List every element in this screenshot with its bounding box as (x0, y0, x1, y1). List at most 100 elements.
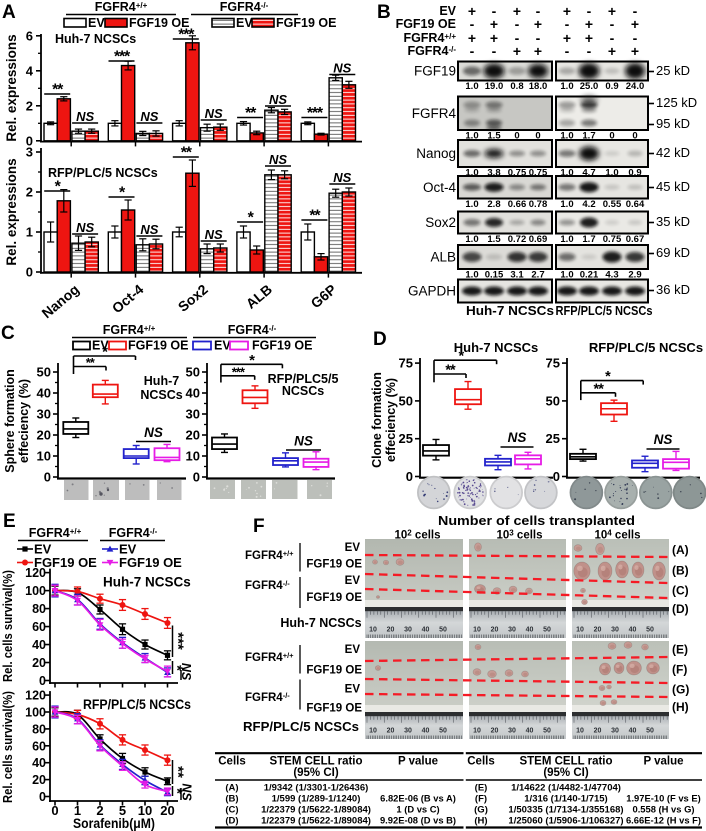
svg-text:Sox2: Sox2 (175, 281, 211, 315)
svg-text:+: + (468, 30, 476, 46)
svg-text:Cells: Cells (218, 756, 246, 768)
svg-text:2.8: 2.8 (487, 199, 500, 210)
svg-text:120: 120 (25, 566, 46, 580)
svg-text:1.0: 1.0 (560, 234, 573, 245)
svg-text:NS: NS (269, 152, 287, 167)
svg-text:30: 30 (611, 627, 619, 634)
svg-text:FGF19 OE: FGF19 OE (306, 665, 362, 677)
svg-text:20: 20 (594, 627, 602, 634)
svg-text:0: 0 (39, 674, 46, 688)
svg-text:1/599 (1/289-1/1240): 1/599 (1/289-1/1240) (272, 794, 361, 805)
svg-text:20: 20 (491, 728, 499, 735)
svg-text:-: - (515, 16, 520, 32)
svg-text:100: 100 (25, 584, 46, 598)
svg-text:Number of cells transplanted: Number of cells transplanted (438, 514, 635, 528)
svg-text:1.5: 1.5 (487, 131, 501, 142)
svg-text:25 kD: 25 kD (656, 63, 690, 78)
svg-text:NS: NS (269, 92, 287, 107)
svg-text:20: 20 (594, 728, 602, 735)
svg-text:10: 10 (369, 728, 377, 735)
svg-text:***: *** (307, 105, 324, 122)
svg-text:RFP/PLC5/5: RFP/PLC5/5 (268, 372, 339, 386)
svg-text:1.0: 1.0 (560, 199, 573, 210)
svg-text:75: 75 (546, 356, 560, 371)
svg-text:40: 40 (37, 386, 51, 401)
svg-text:NS: NS (180, 783, 194, 801)
svg-text:30: 30 (186, 407, 200, 422)
svg-text:*: * (169, 665, 186, 671)
svg-text:1/50335 (1/7134-1/355168): 1/50335 (1/7134-1/355168) (508, 805, 623, 816)
svg-text:50: 50 (543, 728, 551, 735)
svg-text:2.9: 2.9 (628, 270, 641, 281)
svg-text:1: 1 (26, 225, 33, 240)
svg-text:FGFR4+/+: FGFR4+/+ (245, 549, 294, 562)
svg-text:Huh-7 NCSCs: Huh-7 NCSCs (280, 616, 361, 630)
svg-text:NCSCs: NCSCs (282, 384, 324, 398)
svg-text:95 kD: 95 kD (656, 116, 690, 131)
svg-text:-: - (633, 30, 638, 46)
svg-text:4.7: 4.7 (582, 168, 595, 179)
svg-text:1/22379 (1/5622-1/89084): 1/22379 (1/5622-1/89084) (261, 805, 371, 816)
svg-text:NS: NS (333, 61, 351, 76)
svg-text:Huh-7: Huh-7 (144, 374, 179, 388)
svg-text:(C): (C) (672, 584, 689, 598)
svg-text:-: - (536, 3, 541, 19)
svg-text:0.67: 0.67 (626, 234, 645, 245)
svg-text:103 cells: 103 cells (496, 529, 542, 542)
svg-text:FGF19: FGF19 (414, 64, 456, 79)
svg-text:0.558 (H vs G): 0.558 (H vs G) (632, 804, 694, 815)
svg-text:NS: NS (654, 432, 673, 447)
svg-text:EV: EV (439, 4, 456, 18)
svg-text:40: 40 (629, 728, 637, 735)
svg-text:FGF19 OE: FGF19 OE (34, 555, 97, 570)
svg-text:-: - (470, 16, 475, 32)
svg-text:(B): (B) (225, 794, 238, 805)
svg-text:-: - (633, 3, 638, 19)
svg-text:6.82E-06 (B vs A): 6.82E-06 (B vs A) (380, 793, 456, 804)
svg-text:40: 40 (629, 627, 637, 634)
svg-text:0: 0 (26, 133, 33, 148)
svg-text:**: ** (309, 208, 321, 225)
svg-text:+: + (513, 3, 521, 19)
svg-text:(D): (D) (225, 816, 238, 827)
svg-text:10: 10 (369, 627, 377, 634)
svg-text:(G): (G) (672, 683, 689, 697)
svg-text:20: 20 (387, 627, 395, 634)
svg-text:(A): (A) (672, 543, 689, 557)
svg-text:P value: P value (398, 756, 438, 768)
svg-text:Oct-4: Oct-4 (423, 180, 456, 195)
svg-text:A: A (2, 2, 16, 23)
svg-text:FGFR4+/+: FGFR4+/+ (403, 31, 456, 45)
svg-text:+: + (631, 43, 639, 59)
svg-text:Sorafenib(μM): Sorafenib(μM) (73, 816, 155, 831)
svg-text:***: *** (114, 49, 131, 66)
svg-text:+: + (608, 3, 616, 19)
svg-text:NS: NS (333, 170, 351, 185)
svg-text:NS: NS (140, 109, 158, 124)
svg-text:(95% CI): (95% CI) (543, 767, 589, 779)
svg-text:0.75: 0.75 (508, 168, 527, 179)
svg-text:0.15: 0.15 (485, 270, 504, 281)
svg-text:40: 40 (32, 638, 46, 652)
svg-text:0.9: 0.9 (628, 168, 641, 179)
svg-text:**: ** (594, 381, 605, 397)
svg-text:69 kD: 69 kD (656, 245, 690, 260)
svg-text:FGF19 OE: FGF19 OE (119, 555, 182, 570)
svg-text:*: * (55, 179, 62, 196)
svg-text:+: + (563, 3, 571, 19)
svg-text:EV: EV (34, 542, 52, 557)
svg-text:(F): (F) (475, 794, 487, 805)
svg-text:Rel. cells survival(%): Rel. cells survival(%) (0, 691, 15, 803)
svg-text:Oct-4: Oct-4 (109, 281, 147, 316)
svg-text:FGF19 OE: FGF19 OE (128, 339, 188, 353)
svg-text:60: 60 (32, 620, 46, 634)
svg-text:50: 50 (439, 627, 447, 634)
svg-text:RFP/PLC/5 NCSCs: RFP/PLC/5 NCSCs (589, 340, 703, 355)
svg-text:EV: EV (345, 575, 361, 587)
svg-text:effeciency (%): effeciency (%) (384, 378, 398, 462)
svg-text:1.0: 1.0 (560, 270, 573, 281)
svg-text:(C): (C) (225, 805, 238, 816)
svg-text:F: F (253, 516, 265, 537)
svg-text:0.75: 0.75 (603, 234, 622, 245)
svg-text:RFP/PLC/5 NCSCs: RFP/PLC/5 NCSCs (48, 166, 158, 180)
